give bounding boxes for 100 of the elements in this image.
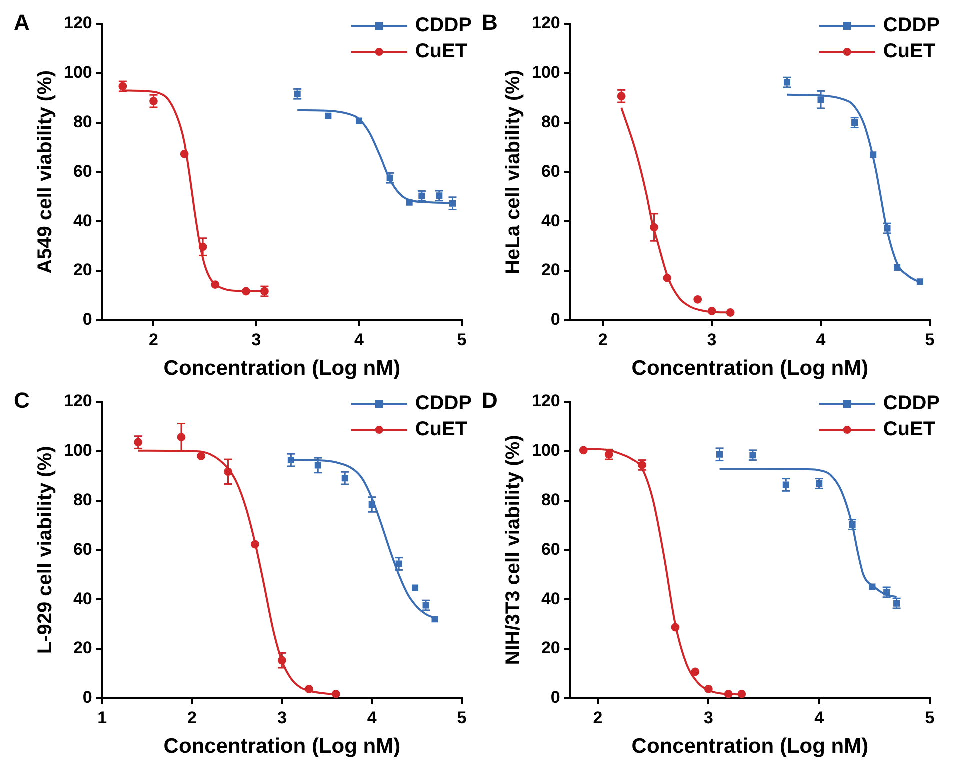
x-tick-label: 3 [277,708,287,728]
point [884,225,891,232]
point [716,451,724,458]
x-tick-label: 4 [367,708,378,728]
point [650,223,658,232]
y-tick-label: 100 [532,63,560,82]
text: A [14,10,30,36]
y-tick-label: 20 [73,260,92,280]
x-tick-label: 3 [252,330,262,350]
point [412,584,419,592]
point [180,150,189,158]
point [294,90,301,98]
point [177,433,186,442]
point [818,96,824,104]
x-tick-label: 3 [707,330,717,350]
legend-label: CDDP [415,392,472,415]
point [916,278,924,286]
text: B [482,10,498,36]
point [894,264,901,272]
point [406,199,413,206]
point [726,308,735,317]
y-tick-label: 60 [73,540,92,559]
legend-label: CDDP [415,14,472,37]
y-tick-label: 20 [541,260,560,280]
point [418,192,426,200]
point [422,602,430,609]
legend-label: CDDP [883,14,940,37]
y-axis-title: NIH/3T3 cell viability (%) [502,435,525,666]
point [368,501,376,508]
y-tick-label: 40 [541,589,560,608]
y-tick-label: 60 [541,162,560,181]
point [691,668,700,676]
x-tick-label: 5 [457,330,467,350]
point [325,112,332,120]
y-tick-label: 60 [73,162,92,181]
point [197,452,206,461]
y-tick-label: 0 [550,688,560,708]
legend-label: CuET [415,40,468,63]
y-axis-title: L-929 cell viability (%) [34,446,57,654]
legend-label: CuET [415,418,468,441]
point [304,685,314,694]
y-tick-label: 40 [541,211,560,230]
x-axis-title: Concentration (Log nM) [632,357,869,380]
point [884,589,890,596]
x-tick-label: 4 [814,708,825,728]
y-tick-label: 0 [82,688,92,708]
x-tick-label: 2 [598,330,608,350]
y-axis-title: A549 cell viability (%) [34,70,57,274]
y-tick-label: 100 [532,441,560,460]
point [278,656,286,665]
y-tick-label: 120 [64,14,92,33]
point [150,97,158,106]
x-axis-title: Concentration (Log nM) [632,735,869,758]
x-tick-label: 2 [593,708,603,728]
point [432,616,438,623]
point [894,600,900,607]
y-tick-label: 120 [64,392,92,411]
point [332,690,340,698]
x-tick-label: 1 [98,708,108,728]
y-tick-label: 20 [73,638,92,658]
legend-label: CuET [883,418,936,441]
point [738,690,746,698]
x-tick-label: 4 [354,330,365,350]
y-tick-label: 120 [532,14,560,33]
point [694,295,702,304]
point [386,174,394,182]
x-tick-label: 2 [149,330,158,350]
y-tick-label: 100 [64,441,92,460]
point [314,462,322,469]
point [663,274,672,282]
point [617,92,626,101]
point [211,280,220,290]
point [396,560,402,568]
x-tick-label: 5 [925,330,935,350]
x-tick-label: 2 [188,708,198,728]
y-tick-label: 120 [532,392,560,411]
point [579,446,588,455]
y-tick-label: 80 [541,112,560,132]
x-tick-label: 5 [457,708,467,728]
point [784,79,790,86]
point [869,584,876,590]
point [198,242,208,252]
y-tick-label: 80 [541,490,560,510]
point [342,475,348,482]
x-tick-label: 4 [816,330,826,350]
point [704,685,713,694]
y-axis-title: HeLa cell viability (%) [502,70,525,274]
point [224,468,232,476]
point [782,482,790,488]
legend-label: CuET [883,40,936,63]
point [251,540,260,549]
x-axis-title: Concentration (Log nM) [164,357,401,380]
y-tick-label: 0 [82,310,92,330]
y-tick-label: 20 [541,638,560,658]
legend-label: CDDP [883,392,940,415]
point [708,307,716,316]
y-tick-label: 80 [73,112,92,132]
point [750,452,756,459]
text: D [482,388,498,414]
point [671,623,680,632]
